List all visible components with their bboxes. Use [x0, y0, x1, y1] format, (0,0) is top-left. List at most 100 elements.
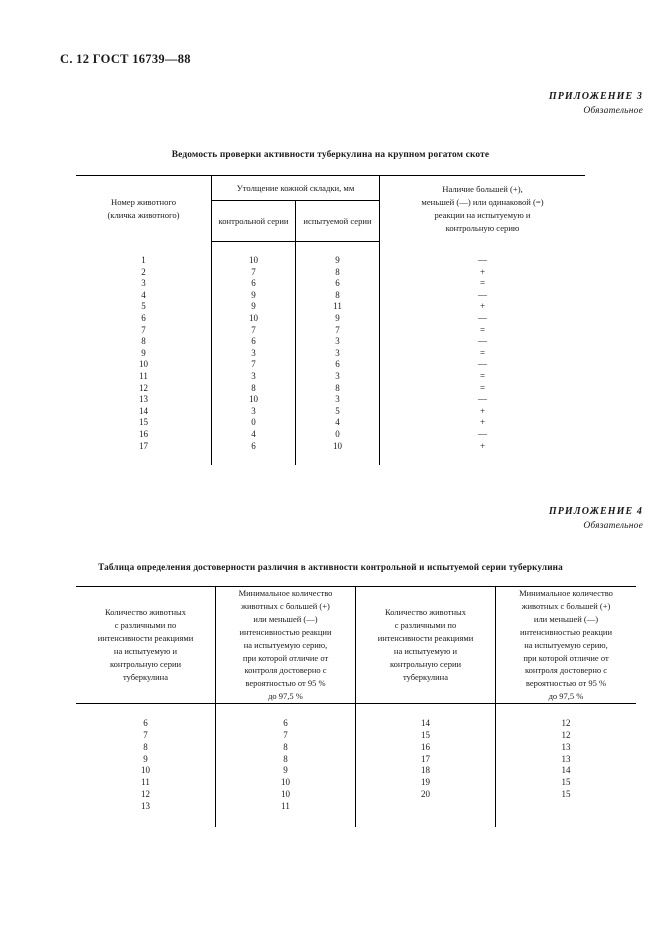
header-min-right-line9: до 97,5 %	[548, 691, 584, 702]
cell-control-series: 6	[211, 336, 296, 348]
cell-animal-number: 13	[139, 394, 148, 405]
cell-animal-number: 8	[141, 336, 146, 347]
cell-animal-number: 5	[141, 301, 146, 312]
cell-control-series: 9	[211, 301, 296, 313]
header-min-right-line4: интенсивностью реакции	[520, 626, 612, 637]
cell-test-series: 8	[295, 266, 380, 279]
cell-min-right: 12	[495, 718, 636, 730]
header-min-left-line2: животных с большей (+)	[241, 600, 330, 611]
header-count-right-line2: с различными по	[394, 620, 457, 631]
cell-reaction-symbol: —	[478, 336, 487, 347]
header-count-left-line4: на испытуемую и	[113, 646, 178, 657]
cell-min-left: 6	[215, 718, 356, 730]
header-animal-number-line1: Номер животного	[110, 196, 176, 207]
table-row: 9 3 3 =	[76, 347, 585, 360]
cell-count-left: 6	[143, 718, 148, 729]
header-min-left-line1: Минимальное количество	[238, 588, 333, 598]
table-row: 1 10 9 —	[76, 255, 585, 267]
table-row: 10 9 18 14	[76, 765, 636, 778]
header-min-left: Минимальное количество животных с большей…	[215, 585, 356, 705]
cell-min-right: 15	[495, 788, 636, 801]
spacer-cell	[76, 813, 216, 827]
table-row: 3 6 6 =	[76, 278, 585, 290]
cell-test-series: 0	[295, 428, 380, 441]
cell-animal-number: 6	[141, 312, 146, 323]
cell-control-series: 6	[211, 278, 296, 290]
cell-reaction-symbol: +	[479, 417, 486, 428]
spacer-cell	[355, 703, 496, 719]
cell-animal-number: 2	[141, 266, 146, 277]
table-1-caption: Ведомость проверки активности туберкулин…	[171, 150, 490, 160]
cell-animal-number: 14	[139, 405, 148, 416]
table-row: 14 3 5 +	[76, 405, 585, 418]
cell-test-series: 11	[295, 301, 380, 313]
cell-min-left: 9	[215, 765, 356, 778]
cell-control-series: 10	[211, 255, 296, 267]
header-min-left-line9: до 97,5 %	[268, 691, 303, 702]
cell-test-series: 3	[295, 370, 380, 383]
cell-reaction-symbol: +	[479, 405, 486, 416]
table-row: 12 10 20 15	[76, 788, 636, 801]
header-count-left: Количество животных с различными по интенс…	[76, 585, 216, 705]
table-row: 13 11	[76, 800, 636, 813]
header-min-right-line7: контроля достоверно с	[524, 665, 608, 676]
cell-test-series: 6	[295, 278, 380, 290]
table-2-spacer-bottom	[76, 812, 636, 827]
cell-min-left: 11	[215, 800, 356, 813]
header-test-series: испытуемой серии	[295, 200, 380, 242]
cell-test-series: 3	[295, 347, 380, 360]
header-count-left-line2: с различными по	[114, 620, 177, 631]
cell-test-series: 6	[295, 359, 380, 371]
cell-control-series: 7	[211, 266, 296, 279]
table-row: 10 7 6 —	[76, 359, 585, 371]
header-count-right-line5: контрольную серии	[389, 658, 462, 669]
cell-animal-number: 10	[139, 359, 148, 370]
table-row: 12 8 8 =	[76, 382, 585, 395]
header-skin-fold: Утолщение кожной складки, мм	[211, 175, 380, 201]
header-count-right-line6: туберкулина	[403, 671, 448, 682]
cell-min-left: 10	[215, 788, 356, 801]
cell-test-series: 3	[295, 336, 380, 348]
cell-reaction-symbol: +	[479, 301, 486, 312]
spacer-cell	[495, 703, 636, 719]
table-row: 8 6 3 —	[76, 336, 585, 348]
header-control-series: контрольной серии	[211, 200, 296, 242]
cell-count-right	[355, 800, 496, 813]
table-1-spacer-bottom	[76, 452, 586, 466]
cell-test-series: 9	[295, 312, 380, 325]
cell-count-right: 20	[355, 788, 496, 801]
spacer-cell	[211, 452, 296, 466]
header-animal-number: Номер животного (кличка животного)	[76, 175, 212, 242]
header-count-left-line3: интенсивности реакциями	[97, 633, 194, 644]
table-2-spacer-top	[76, 703, 636, 719]
cell-control-series: 7	[211, 324, 296, 337]
table-row: 11 10 19 15	[76, 777, 636, 789]
table-row: 17 6 10 +	[76, 440, 585, 453]
cell-count-left: 10	[141, 765, 150, 776]
cell-animal-number: 12	[139, 382, 148, 393]
table-row: 6 10 9 —	[76, 312, 585, 325]
running-head: С. 12 ГОСТ 16739—88	[60, 52, 191, 66]
header-min-left-line6: при которой отличие от	[242, 652, 329, 663]
table-1-spacer-top	[76, 241, 585, 255]
table-row: 7 7 7 =	[76, 324, 585, 337]
cell-count-left: 11	[141, 777, 150, 788]
cell-reaction-symbol: —	[478, 394, 487, 405]
cell-count-right: 16	[355, 741, 496, 754]
cell-count-right: 14	[355, 718, 496, 730]
table-2-body: 6 6 14 12 7 7 15 12 8 8 16 13 9 8 17 13 10 9 18 14 11 10 19 15 1…	[76, 718, 636, 813]
spacer-cell	[380, 452, 586, 465]
header-reaction: Наличие большей (+), меньшей (—) или оди…	[379, 175, 585, 242]
cell-reaction-symbol: +	[479, 266, 486, 277]
cell-min-right	[495, 800, 636, 813]
cell-reaction-symbol: =	[479, 382, 486, 393]
table-1-header-row-2: контрольной серии испытуемой серии	[76, 200, 585, 242]
header-min-right-line8: вероятностью от 95 %	[525, 678, 607, 689]
cell-reaction-symbol: =	[479, 278, 486, 289]
cell-animal-number: 1	[141, 255, 146, 265]
cell-min-left: 10	[215, 777, 356, 789]
cell-test-series: 4	[295, 417, 380, 429]
table-row: 7 7 15 12	[76, 729, 636, 742]
cell-control-series: 10	[211, 312, 296, 325]
